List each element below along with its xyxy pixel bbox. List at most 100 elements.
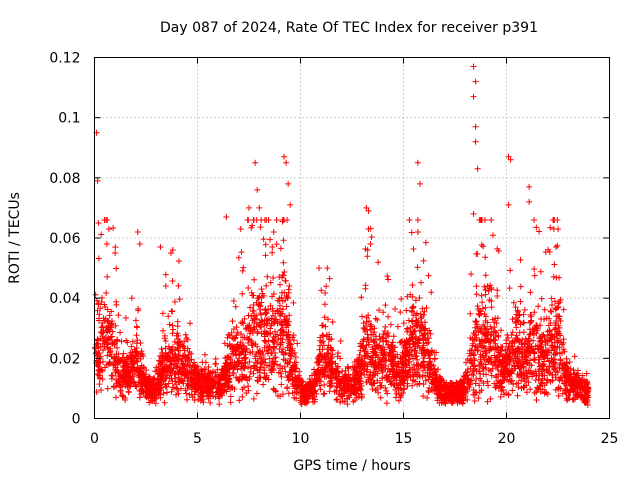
roti-point [556, 330, 563, 337]
roti-point [194, 386, 201, 393]
roti-point [457, 387, 464, 394]
roti-point [245, 284, 252, 291]
roti-point [536, 356, 543, 363]
roti-point [361, 355, 368, 362]
roti-point [360, 367, 367, 374]
roti-point [483, 371, 490, 378]
roti-point [188, 364, 195, 371]
y-tick-label: 0.06 [49, 231, 80, 247]
roti-point [531, 272, 538, 279]
roti-point [337, 337, 344, 344]
roti-point [560, 306, 567, 313]
roti-point [422, 377, 429, 384]
roti-point [468, 347, 475, 354]
roti-point [187, 320, 194, 327]
roti-point [418, 279, 425, 286]
roti-peak-point [414, 228, 421, 235]
roti-point [267, 329, 274, 336]
roti-point [546, 358, 553, 365]
roti-point [558, 374, 565, 381]
roti-point [426, 366, 433, 373]
roti-point [525, 338, 532, 345]
roti-point [515, 318, 522, 325]
roti-point [155, 391, 162, 398]
roti-point [285, 322, 292, 329]
roti-point [527, 386, 534, 393]
y-tick-label: 0.08 [49, 171, 80, 187]
roti-point [416, 380, 423, 387]
roti-point [394, 372, 401, 379]
roti-point [245, 216, 252, 223]
roti-point [538, 380, 545, 387]
roti-point [266, 236, 273, 243]
roti-point [92, 350, 99, 357]
roti-point [128, 295, 135, 302]
roti-point [333, 365, 340, 372]
roti-point [368, 233, 375, 240]
roti-point [327, 360, 334, 367]
roti-point [382, 358, 389, 365]
roti-peak-point [507, 156, 514, 163]
roti-point [476, 368, 483, 375]
roti-point [509, 316, 516, 323]
roti-point [331, 368, 338, 375]
roti-point [198, 393, 205, 400]
roti-point [191, 397, 198, 404]
roti-point [101, 301, 108, 308]
roti-point [98, 231, 105, 238]
x-tick-label: 10 [292, 431, 310, 447]
roti-point [239, 290, 246, 297]
y-tick-label: 0.1 [58, 111, 80, 127]
roti-point [485, 332, 492, 339]
roti-point [541, 306, 548, 313]
roti-point [521, 384, 528, 391]
roti-peak-point [416, 180, 423, 187]
roti-point [186, 369, 193, 376]
roti-point [579, 372, 586, 379]
roti-point [383, 338, 390, 345]
roti-point [264, 273, 271, 280]
roti-point [300, 395, 307, 402]
roti-point [365, 312, 372, 319]
roti-point [519, 343, 526, 350]
roti-point [568, 382, 575, 389]
roti-point [199, 396, 206, 403]
roti-point [159, 310, 166, 317]
roti-point [409, 323, 416, 330]
roti-point [280, 237, 287, 244]
roti-point [470, 352, 477, 359]
roti-point [573, 381, 580, 388]
roti-point [476, 311, 483, 318]
roti-point [237, 330, 244, 337]
roti-point [134, 365, 141, 372]
roti-point [561, 348, 568, 355]
roti-point [104, 352, 111, 359]
roti-point [149, 376, 156, 383]
roti-point [552, 351, 559, 358]
roti-point [392, 344, 399, 351]
roti-point [372, 363, 379, 370]
roti-point [163, 389, 170, 396]
roti-point [129, 358, 136, 365]
roti-point [236, 376, 243, 383]
roti-point [554, 343, 561, 350]
roti-point [115, 312, 122, 319]
roti-point [258, 317, 265, 324]
roti-point [496, 378, 503, 385]
roti-point [360, 344, 367, 351]
roti-point [513, 346, 520, 353]
roti-point [551, 298, 558, 305]
roti-point [538, 295, 545, 302]
roti-point [488, 216, 495, 223]
roti-point [261, 328, 268, 335]
roti-point [262, 307, 269, 314]
roti-point [333, 373, 340, 380]
roti-point [231, 343, 238, 350]
roti-point [250, 302, 257, 309]
roti-point [472, 318, 479, 325]
roti-point [499, 343, 506, 350]
roti-point [125, 388, 132, 395]
roti-point [97, 358, 104, 365]
roti-point [183, 334, 190, 341]
roti-point [583, 370, 590, 377]
